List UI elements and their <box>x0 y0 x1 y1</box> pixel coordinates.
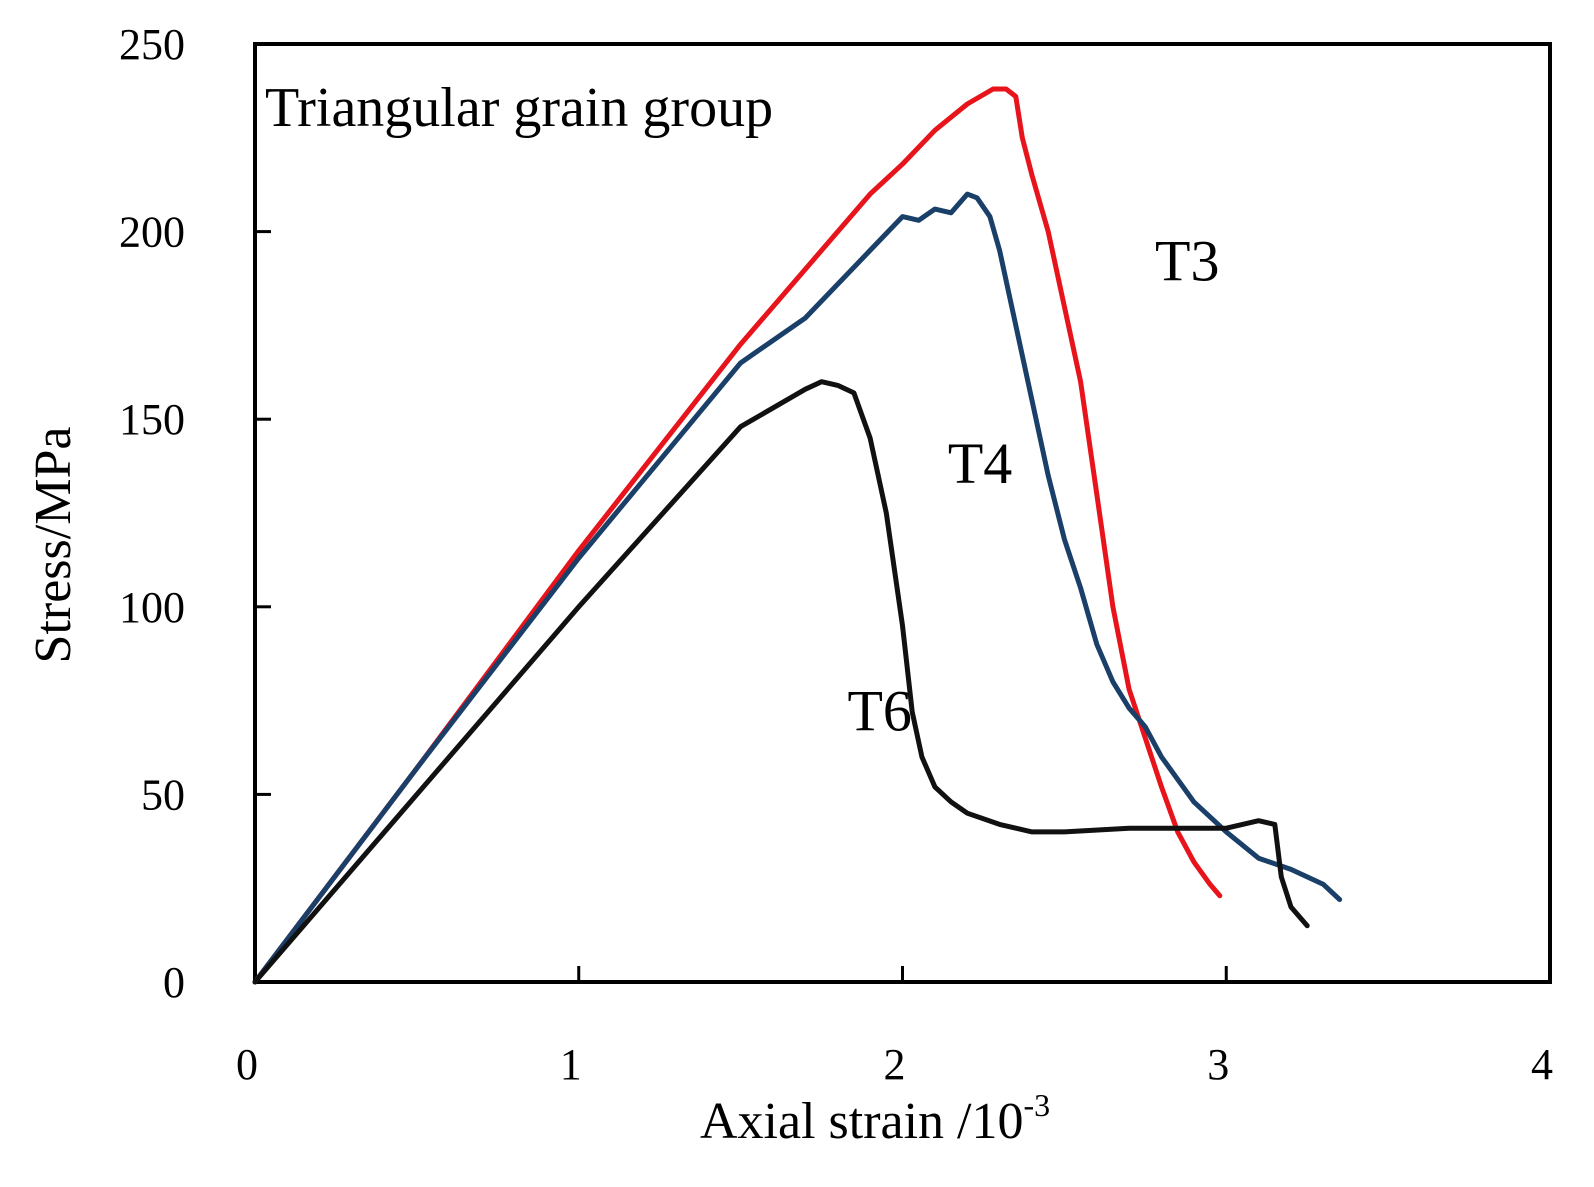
series-label-t4: T4 <box>948 431 1012 496</box>
y-axis-ticks: 0 50 100 150 200 250 <box>119 20 271 1007</box>
x-axis-ticks: 0 1 2 3 4 <box>236 966 1553 1089</box>
y-tick-label: 250 <box>119 20 185 69</box>
y-tick-label: 200 <box>119 208 185 257</box>
y-tick-label: 100 <box>119 583 185 632</box>
x-axis-title: Axial strain /10-3 <box>700 1087 1050 1150</box>
series-label-t6: T6 <box>847 679 911 744</box>
series-layer <box>252 86 1343 985</box>
x-tick-label: 1 <box>560 1040 582 1089</box>
chart-annotation: Triangular grain group <box>265 77 773 139</box>
plot-frame <box>253 42 1552 984</box>
y-tick-label: 0 <box>163 958 185 1007</box>
series-labels: T3 T4 T6 <box>847 228 1219 743</box>
y-tick-label: 150 <box>119 395 185 444</box>
x-tick-label: 3 <box>1207 1040 1229 1089</box>
x-tick-label: 0 <box>236 1040 258 1089</box>
series-label-t3: T3 <box>1155 228 1219 293</box>
x-tick-label: 4 <box>1531 1040 1553 1089</box>
x-axis-title-main: Axial strain /10 <box>700 1093 1024 1150</box>
series-line-t3 <box>252 86 1223 985</box>
series-line-t4 <box>252 191 1343 985</box>
x-tick-label: 2 <box>884 1040 906 1089</box>
y-tick-label: 50 <box>141 770 185 819</box>
y-axis-title: Stress/MPa <box>25 427 82 664</box>
x-axis-title-exponent: -3 <box>1024 1087 1051 1123</box>
series-line-t6 <box>252 379 1310 985</box>
